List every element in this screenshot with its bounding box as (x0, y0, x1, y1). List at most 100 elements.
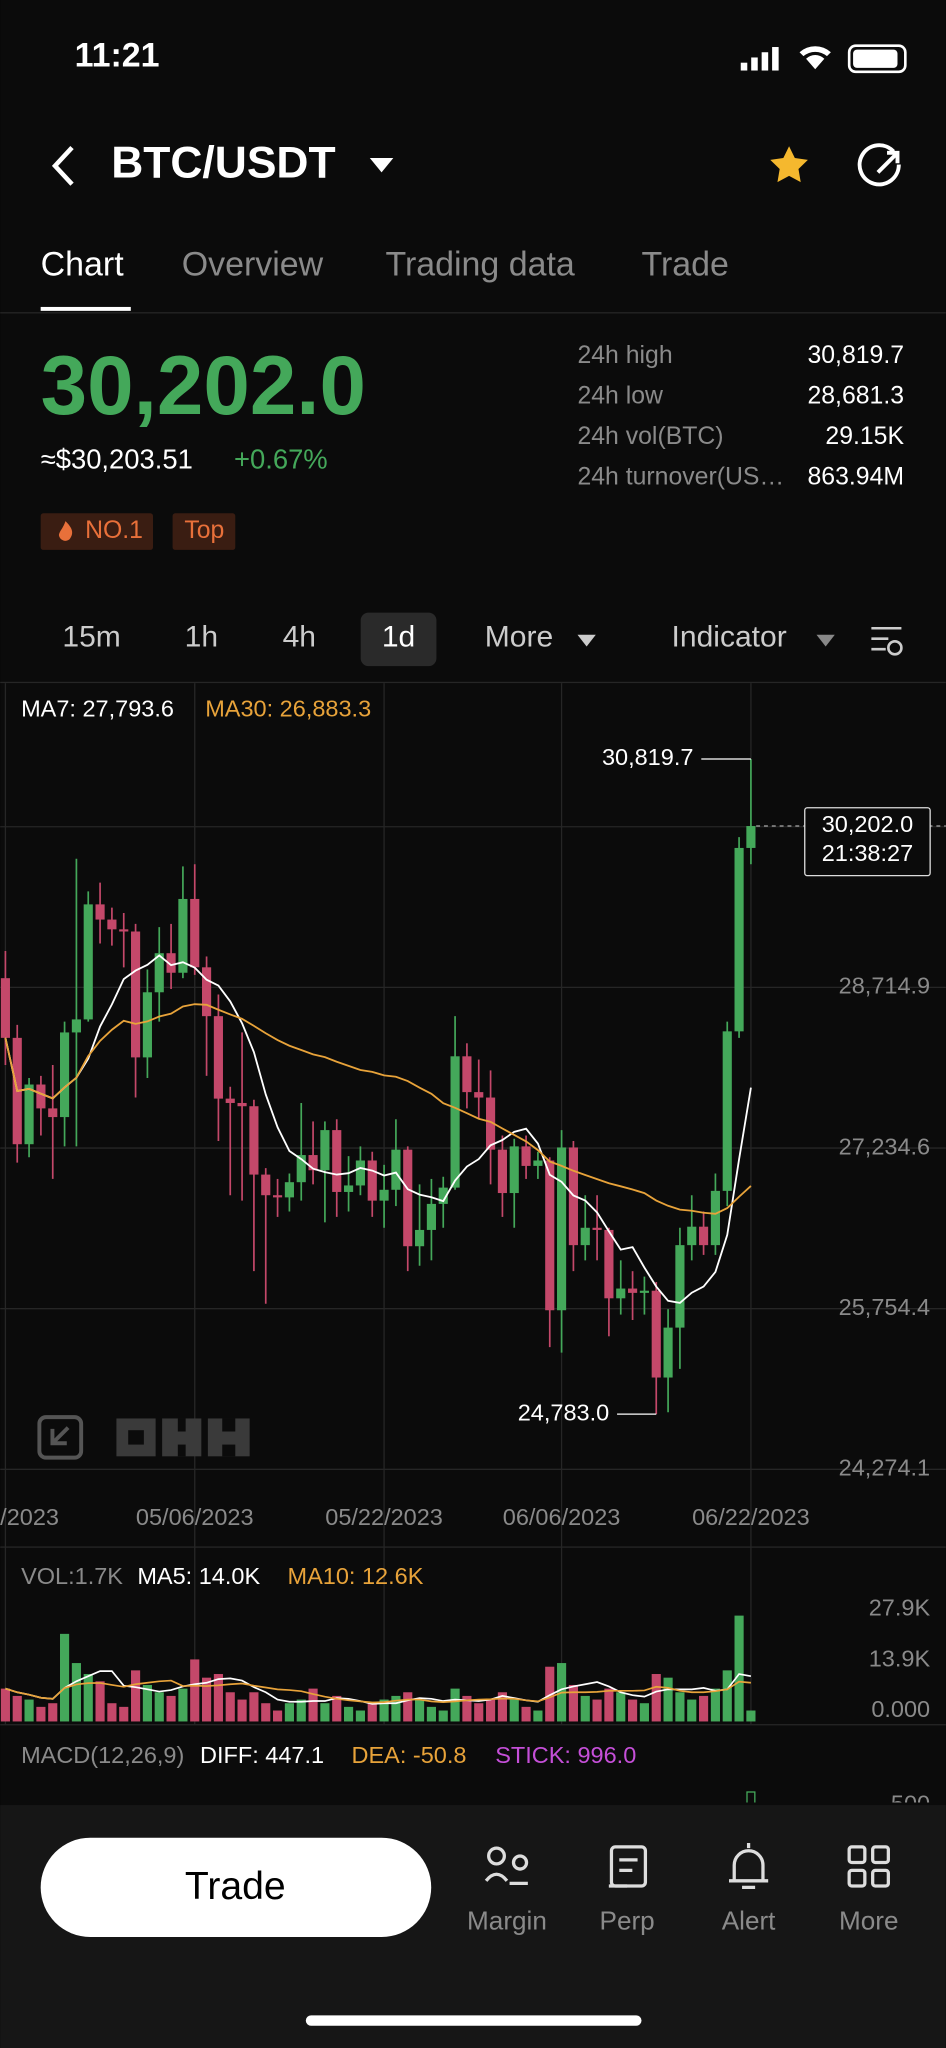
x-tick-label: /2023 (0, 1504, 59, 1530)
candle-body (273, 1195, 283, 1198)
share-button[interactable] (857, 143, 901, 187)
candle-body (663, 1327, 673, 1378)
volume-tick-label: 13.9K (869, 1645, 931, 1671)
candle-body (320, 1130, 330, 1171)
indicator-button[interactable]: Indicator (672, 621, 787, 654)
divider (0, 1546, 946, 1548)
candle-body (24, 1084, 34, 1145)
divider (0, 312, 946, 314)
volume-bar (403, 1692, 413, 1722)
candle-body (190, 898, 200, 968)
back-button[interactable] (51, 146, 74, 186)
candle-body (710, 1190, 720, 1246)
volume-bar (166, 1695, 176, 1722)
home-indicator (305, 2015, 642, 2026)
volume-bar (675, 1692, 685, 1722)
volume-bar (344, 1706, 354, 1722)
settings-icon[interactable] (871, 626, 903, 656)
low-label: 24,783.0 (518, 1399, 609, 1425)
volume-bar (710, 1688, 720, 1722)
volume-bar (308, 1688, 318, 1722)
trade-button-label[interactable]: Trade (185, 1865, 286, 1908)
tab[interactable]: Trading data (385, 245, 574, 283)
divider (0, 1724, 946, 1726)
volume-bar (604, 1688, 614, 1722)
volume-bar (60, 1633, 70, 1722)
volume-bar (533, 1710, 543, 1722)
volume-bar (95, 1681, 105, 1722)
volume-bar (154, 1692, 164, 1722)
interval[interactable]: 1h (185, 621, 218, 654)
macd-legend: STICK: 996.0 (495, 1742, 636, 1768)
pair-title[interactable]: BTC/USDT (111, 139, 335, 188)
ma-legend: MA30: 26,883.3 (205, 696, 371, 722)
candle-body (154, 953, 164, 993)
stat-value: 29.15K (825, 423, 904, 450)
price-tag (804, 807, 931, 877)
nav-item[interactable]: Alert (722, 1906, 776, 1936)
badge-text: Top (184, 517, 224, 544)
stat-value: 30,819.7 (807, 342, 904, 369)
candle-body (249, 1106, 259, 1175)
tab[interactable]: Overview (182, 245, 324, 283)
candle-body (604, 1229, 614, 1299)
volume-bar (592, 1699, 602, 1722)
nav-item[interactable]: Perp (600, 1906, 655, 1936)
volume-bar (142, 1684, 152, 1722)
volume-bar (296, 1699, 306, 1722)
volume-bar (131, 1670, 141, 1722)
trade-button[interactable] (40, 1837, 432, 1937)
badge-text: NO.1 (85, 517, 143, 544)
volume-bar (699, 1695, 709, 1722)
volume-bar (261, 1703, 271, 1722)
volume-bar (48, 1703, 58, 1722)
nav-item[interactable]: Margin (467, 1906, 547, 1936)
tab[interactable]: Chart (41, 245, 125, 283)
price-tag-price: 30,202.0 (822, 811, 913, 837)
candle-body (651, 1290, 661, 1378)
candle-body (509, 1146, 519, 1194)
volume-bar (107, 1703, 117, 1722)
interval-more[interactable]: More (485, 621, 553, 654)
volume-bar (450, 1688, 460, 1722)
candle-body (0, 978, 10, 1038)
badge (172, 513, 236, 550)
candle-body (60, 1032, 70, 1118)
volume-bar (734, 1615, 744, 1722)
volume-bar (24, 1699, 34, 1722)
volume-bar (332, 1695, 342, 1722)
volume-bar (237, 1699, 247, 1722)
candle-body (178, 898, 188, 973)
interval[interactable]: 1d (382, 621, 415, 654)
fullscreen-icon[interactable] (37, 1415, 84, 1460)
volume-tick-label: 0.000 (871, 1696, 930, 1722)
volume-bar (190, 1659, 200, 1722)
candle-body (237, 1102, 247, 1107)
divider (0, 681, 946, 684)
candle-body (166, 953, 176, 973)
interval[interactable]: 4h (283, 621, 316, 654)
macd-legend: MACD(12,26,9) (21, 1742, 184, 1768)
pair-dropdown[interactable] (369, 158, 394, 173)
y-tick-label: 28,714.9 (839, 973, 930, 999)
candle-body (225, 1098, 235, 1103)
candle-body (202, 967, 212, 1017)
volume-bar (628, 1699, 638, 1722)
nav-item[interactable]: More (839, 1906, 899, 1936)
candle-body (474, 1092, 484, 1098)
macd-legend: DIFF: 447.1 (200, 1742, 324, 1768)
y-tick-label: 24,274.1 (839, 1455, 930, 1481)
candle-body (450, 1056, 460, 1188)
macd-bar (746, 1791, 756, 1803)
x-tick-label: 05/06/2023 (136, 1504, 254, 1530)
favorite-star[interactable] (770, 146, 808, 183)
interval[interactable]: 15m (62, 621, 120, 654)
candle-body (533, 1160, 543, 1166)
price-tag-time: 21:38:27 (822, 840, 913, 866)
volume-bar (178, 1688, 188, 1722)
volume-bar (497, 1692, 507, 1722)
tab[interactable]: Trade (641, 245, 728, 283)
candle-body (699, 1226, 709, 1246)
x-tick-label: 06/22/2023 (692, 1504, 810, 1530)
